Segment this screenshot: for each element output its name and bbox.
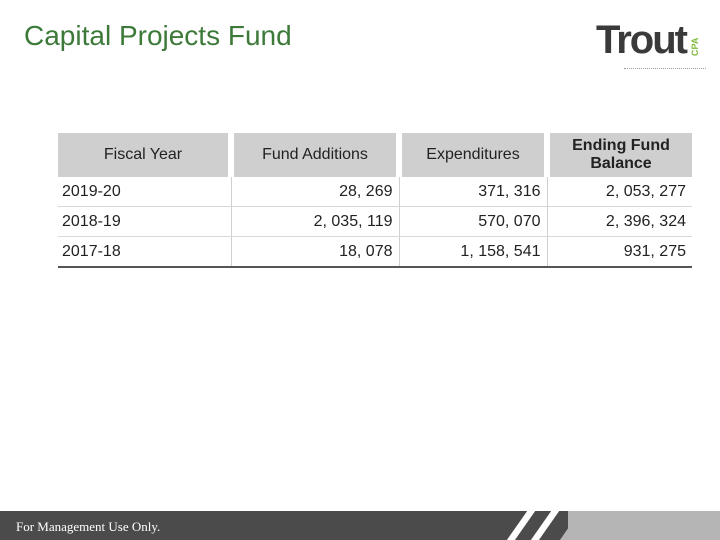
cell-ending-balance: 931, 275 (546, 236, 692, 268)
footer-accent-block (568, 511, 720, 540)
cell-fund-additions: 28, 269 (230, 177, 399, 207)
page-title: Capital Projects Fund (24, 20, 292, 51)
cell-fund-additions: 18, 078 (230, 236, 399, 268)
header-fiscal-year: Fiscal Year (58, 133, 231, 177)
cell-expenditures: 570, 070 (398, 206, 547, 237)
logo-wordmark: Trout (596, 18, 688, 62)
trout-cpa-logo: Trout CPA (596, 16, 708, 69)
cell-expenditures: 1, 158, 541 (398, 236, 547, 268)
cell-fund-additions: 2, 035, 119 (230, 206, 399, 237)
capital-projects-table: Fiscal Year Fund Additions Expenditures … (58, 133, 692, 268)
header-fund-additions: Fund Additions (228, 133, 399, 177)
footer-bar: For Management Use Only. (0, 511, 720, 540)
cell-ending-balance: 2, 053, 277 (546, 177, 692, 207)
table-row: 2018-19 2, 035, 119 570, 070 2, 396, 324 (58, 206, 692, 237)
cell-fiscal-year: 2017-18 (58, 236, 231, 268)
footer-disclaimer: For Management Use Only. (16, 519, 161, 534)
cell-ending-balance: 2, 396, 324 (546, 206, 692, 237)
header-ending-fund-balance: Ending Fund Balance (544, 133, 692, 177)
cell-fiscal-year: 2018-19 (58, 206, 231, 237)
table-row: 2019-20 28, 269 371, 316 2, 053, 277 (58, 177, 692, 207)
table-row: 2017-18 18, 078 1, 158, 541 931, 275 (58, 236, 692, 268)
cell-expenditures: 371, 316 (398, 177, 547, 207)
header-expenditures: Expenditures (396, 133, 547, 177)
logo-cpa-label: CPA (690, 37, 700, 56)
cell-fiscal-year: 2019-20 (58, 177, 231, 207)
logo-tagline-rule (624, 68, 706, 72)
table-header-row: Fiscal Year Fund Additions Expenditures … (58, 133, 692, 177)
